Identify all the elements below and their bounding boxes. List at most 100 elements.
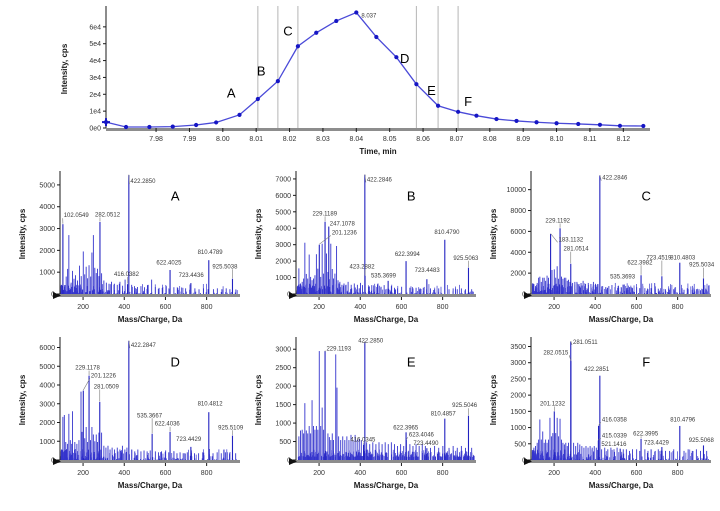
svg-text:1000: 1000 xyxy=(39,270,55,277)
mz-peak-label: 623.4046 xyxy=(409,432,435,438)
panel-letter-E: E xyxy=(407,354,416,369)
mz-peak-label: 247.1078 xyxy=(330,221,356,227)
panel-letter-C: C xyxy=(642,188,651,203)
mz-peak-label: 281.0514 xyxy=(564,247,590,253)
chromatogram-panel: 0e0 1e4 2e4 3e4 4e4 5e4 6e4 7.98 7.99 8.00 8.01 8.0… xyxy=(58,2,660,167)
svg-text:2500: 2500 xyxy=(275,365,291,372)
svg-text:3500: 3500 xyxy=(510,344,526,351)
mz-peak-label: 229.1192 xyxy=(545,219,570,225)
svg-text:800: 800 xyxy=(672,470,684,477)
svg-text:400: 400 xyxy=(118,470,130,477)
mz-peak-label: 810.4803 xyxy=(670,256,696,262)
svg-text:0e0: 0e0 xyxy=(89,126,101,133)
svg-text:2000: 2000 xyxy=(275,384,291,391)
mz-peak-label: 281.0509 xyxy=(94,384,120,390)
svg-text:5000: 5000 xyxy=(39,364,55,371)
svg-text:6000: 6000 xyxy=(510,229,526,236)
spectrum-x-axis-label: Mass/Charge, Da xyxy=(589,481,654,490)
svg-text:4000: 4000 xyxy=(275,226,291,233)
spectrum-svg-F: 0500100015002000250030003500200400600800… xyxy=(489,337,715,490)
svg-text:2000: 2000 xyxy=(39,420,55,427)
mz-peak-label: 422.2850 xyxy=(130,179,156,185)
spectrum-x-axis-label: Mass/Charge, Da xyxy=(354,315,419,324)
svg-text:10000: 10000 xyxy=(507,187,527,194)
mz-peak-label: 723.4519 xyxy=(646,256,672,262)
svg-text:3000: 3000 xyxy=(39,226,55,233)
svg-text:7.98: 7.98 xyxy=(149,136,163,143)
svg-text:4000: 4000 xyxy=(39,383,55,390)
mz-peak-label: 535.3667 xyxy=(137,413,163,419)
svg-text:5000: 5000 xyxy=(275,209,291,216)
mz-peak-label: 925.5034 xyxy=(689,263,715,269)
svg-text:200: 200 xyxy=(548,470,560,477)
mz-peak-label: 810.4796 xyxy=(670,417,696,423)
mz-peak-label: 282.0512 xyxy=(95,212,121,218)
mz-peak-label: 925.5046 xyxy=(452,403,478,409)
panel-letter-A: A xyxy=(171,188,180,203)
svg-text:5000: 5000 xyxy=(39,182,55,189)
svg-text:8.07: 8.07 xyxy=(450,136,464,143)
mz-peak-label: 422.2851 xyxy=(584,367,610,373)
spectrum-x-axis-label: Mass/Charge, Da xyxy=(354,481,419,490)
svg-text:3000: 3000 xyxy=(275,347,291,354)
mz-peak-label: 201.1232 xyxy=(540,402,566,408)
spectrum-panel-E: 050010001500200025003000200400600800Mass… xyxy=(252,334,482,503)
svg-text:4000: 4000 xyxy=(510,250,526,257)
mz-peak-label: 925.5063 xyxy=(453,256,479,262)
spectrum-svg-A: 010002000300040005000200400600800Mass/Ch… xyxy=(18,171,240,324)
mz-peak-label: 229.1193 xyxy=(326,347,351,353)
mz-peak-label: 422.2846 xyxy=(602,176,628,182)
mz-peak-label: 416.0382 xyxy=(114,272,140,278)
chromatogram-svg: 0e0 1e4 2e4 3e4 4e4 5e4 6e4 7.98 7.99 8.00 8.01 8.0… xyxy=(60,6,650,156)
spectrum-x-axis-label: Mass/Charge, Da xyxy=(589,315,654,324)
mz-peak-label: 925.5038 xyxy=(212,264,238,270)
svg-text:3000: 3000 xyxy=(39,401,55,408)
mz-peak-label: 423.2882 xyxy=(350,264,376,270)
svg-text:2000: 2000 xyxy=(510,393,526,400)
spectrum-svg-C: 0200040006000800010000200400600800Mass/C… xyxy=(489,171,715,324)
svg-text:1000: 1000 xyxy=(39,439,55,446)
peak-time-annotation: 8.037 xyxy=(361,14,377,20)
svg-text:800: 800 xyxy=(437,304,449,311)
spectrum-y-axis-label: Intensity, cps xyxy=(489,208,498,259)
mz-peak-label: 521.1416 xyxy=(601,442,627,448)
svg-text:4e4: 4e4 xyxy=(89,58,101,65)
mz-peak-label: 925.5068 xyxy=(689,438,715,444)
mz-peak-label: 201.1236 xyxy=(332,230,358,236)
svg-text:600: 600 xyxy=(160,304,172,311)
section-letter-B: B xyxy=(257,64,266,79)
panel-letter-D: D xyxy=(171,354,180,369)
mz-peak-label: 535.3693 xyxy=(610,275,636,281)
chromatogram-x-axis-label: Time, min xyxy=(359,147,396,156)
svg-text:800: 800 xyxy=(201,304,213,311)
mz-peak-label: 535.3699 xyxy=(371,273,397,279)
panel-letter-B: B xyxy=(407,188,416,203)
svg-text:600: 600 xyxy=(631,470,643,477)
spectrum-y-axis-label: Intensity, cps xyxy=(489,374,498,425)
mz-peak-label: 422.2846 xyxy=(367,177,393,183)
svg-text:800: 800 xyxy=(437,470,449,477)
spectrum-y-axis-label: Intensity, cps xyxy=(18,208,27,259)
svg-text:1500: 1500 xyxy=(510,409,526,416)
svg-text:2000: 2000 xyxy=(39,248,55,255)
svg-text:500: 500 xyxy=(279,439,291,446)
svg-text:8.02: 8.02 xyxy=(283,136,297,143)
mz-peak-label: 229.1189 xyxy=(312,211,337,217)
mz-peak-label: 810.4812 xyxy=(198,402,224,408)
mz-peak-label: 723.4490 xyxy=(413,441,439,447)
mz-peak-label: 810.4790 xyxy=(434,230,460,236)
spectrum-panel-B: 0100020003000400050006000700020040060080… xyxy=(252,168,482,337)
svg-text:8.00: 8.00 xyxy=(216,136,230,143)
spectrum-svg-E: 050010001500200025003000200400600800Mass… xyxy=(254,337,478,490)
mz-peak-label: 723.4429 xyxy=(644,440,670,446)
svg-text:1e4: 1e4 xyxy=(89,109,101,116)
section-letter-D: D xyxy=(400,51,409,66)
mz-peak-label: 281.0511 xyxy=(573,340,598,346)
mz-peak-label: 282.0515 xyxy=(543,350,569,356)
svg-text:400: 400 xyxy=(589,304,601,311)
mz-peak-label: 925.5109 xyxy=(218,425,244,431)
section-letter-C: C xyxy=(283,23,292,38)
svg-text:1000: 1000 xyxy=(275,275,291,282)
svg-text:6e4: 6e4 xyxy=(89,24,101,31)
